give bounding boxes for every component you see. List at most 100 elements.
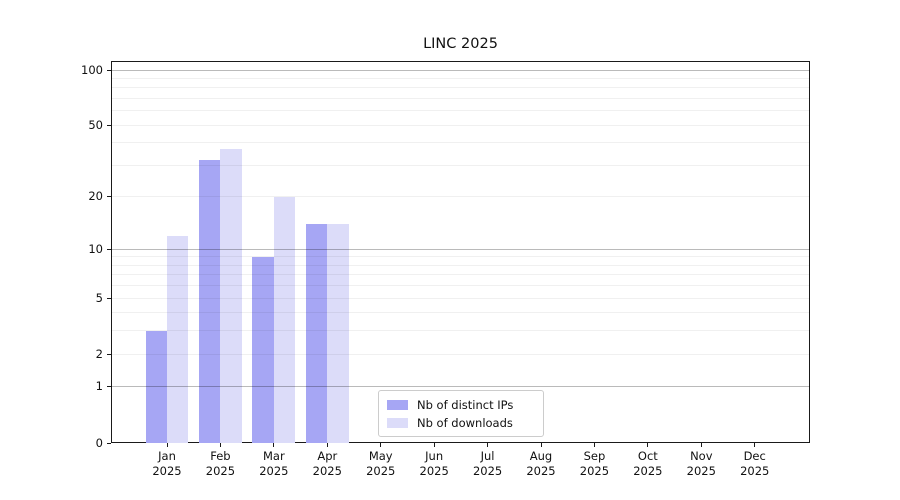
x-tick-year: 2025 <box>686 464 716 478</box>
x-tick-oct <box>647 443 649 447</box>
x-tick-aug <box>540 443 542 447</box>
bar-downloads-apr <box>327 224 349 443</box>
x-tick-label-mar: Mar 2025 <box>244 449 304 479</box>
x-tick-feb <box>219 443 221 447</box>
x-tick-month: Sep <box>583 449 606 463</box>
x-tick-label-apr: Apr 2025 <box>297 449 357 479</box>
plot-area: 0 1 2 5 10 20 50 100 Jan 2025 Feb 2025 Mar 2025 Apr 202… <box>81 61 810 478</box>
y-tick-label-100: 100 <box>81 62 103 77</box>
x-tick-jul <box>487 443 489 447</box>
legend-label-distinct-ips: Nb of distinct IPs <box>417 397 514 412</box>
x-tick-month: Mar <box>263 449 285 463</box>
gridline-minor-5 <box>111 297 810 299</box>
legend-label-downloads: Nb of downloads <box>417 415 513 430</box>
x-tick-year: 2025 <box>740 464 770 478</box>
bar-ips-jan <box>145 330 167 443</box>
gridline-minor-90 <box>111 77 810 79</box>
axis-spine-top <box>111 61 810 62</box>
x-tick-label-jan: Jan 2025 <box>137 449 197 479</box>
axis-spine-right <box>809 61 810 443</box>
x-tick-label-jun: Jun 2025 <box>404 449 464 479</box>
y-tick-label-50: 50 <box>88 117 103 132</box>
y-tick-label-1: 1 <box>95 379 103 394</box>
x-tick-label-sep: Sep 2025 <box>564 449 624 479</box>
x-tick-dec <box>754 443 756 447</box>
bar-layer <box>111 61 810 443</box>
gridline-minor-30 <box>111 165 810 166</box>
gridline-major-100 <box>111 69 810 71</box>
x-tick-jan <box>166 443 168 447</box>
x-tick-year: 2025 <box>152 464 182 478</box>
tick-layer: 0 1 2 5 10 20 50 100 Jan 2025 Feb 2025 Mar 2025 Apr 202… <box>81 61 810 478</box>
bar-ips-apr <box>305 224 328 443</box>
y-tick-label-2: 2 <box>95 346 103 361</box>
x-tick-may <box>380 443 382 447</box>
bar-downloads-jan <box>167 235 189 443</box>
x-tick-month: Oct <box>637 449 658 463</box>
axis-spine-bottom <box>111 442 810 443</box>
y-tick-100 <box>107 69 111 71</box>
x-tick-label-nov: Nov 2025 <box>671 449 731 479</box>
x-tick-month: Jan <box>158 449 176 463</box>
x-tick-year: 2025 <box>366 464 396 478</box>
legend: Nb of distinct IPs Nb of downloads <box>378 390 544 437</box>
gridline-minor-60 <box>111 110 810 112</box>
gridline-minor-2 <box>111 353 810 355</box>
gridline-minor-6 <box>111 285 810 287</box>
gridline-minor-4 <box>111 312 810 314</box>
bar-ips-feb <box>199 160 221 443</box>
x-tick-month: May <box>368 449 393 463</box>
legend-entry-distinct-ips: Nb of distinct IPs <box>387 398 535 412</box>
y-tick-0 <box>107 442 111 444</box>
gridline-major-1 <box>111 386 810 388</box>
x-tick-label-aug: Aug 2025 <box>511 449 571 479</box>
x-tick-apr <box>326 443 328 447</box>
x-tick-label-oct: Oct 2025 <box>618 449 678 479</box>
y-tick-2 <box>107 353 111 355</box>
bar-downloads-mar <box>273 196 296 443</box>
gridline-minor-80 <box>111 87 810 89</box>
x-tick-label-jul: Jul 2025 <box>458 449 518 479</box>
legend-swatch-distinct-ips <box>387 399 408 410</box>
gridline-minor-8 <box>111 264 810 266</box>
y-tick-5 <box>107 297 111 299</box>
gridline-major-10 <box>111 248 810 250</box>
gridline-minor-20 <box>111 196 810 198</box>
y-tick-label-5: 5 <box>95 290 103 305</box>
x-tick-nov <box>700 443 702 447</box>
x-tick-month: Jul <box>480 449 495 463</box>
y-tick-1 <box>107 386 111 388</box>
gridline-minor-40 <box>111 142 810 144</box>
x-tick-month: Aug <box>529 449 553 463</box>
x-tick-year: 2025 <box>419 464 449 478</box>
x-tick-year: 2025 <box>312 464 342 478</box>
gridline-minor-70 <box>111 98 810 100</box>
x-tick-year: 2025 <box>579 464 610 478</box>
gridline-minor-7 <box>111 274 810 276</box>
y-tick-label-0: 0 <box>95 435 103 450</box>
y-tick-label-10: 10 <box>88 241 103 256</box>
gridline-minor-9 <box>111 256 810 258</box>
x-tick-mar <box>273 443 275 447</box>
y-tick-20 <box>107 196 111 198</box>
x-tick-month: Jun <box>425 449 444 463</box>
x-tick-sep <box>593 443 595 447</box>
gridline-minor-3 <box>111 330 810 332</box>
x-tick-year: 2025 <box>205 464 236 478</box>
x-tick-year: 2025 <box>472 464 503 478</box>
x-tick-month: Dec <box>743 449 766 463</box>
bar-ips-mar <box>252 256 274 443</box>
y-tick-label-20: 20 <box>88 189 103 204</box>
gridline-minor-50 <box>111 124 810 126</box>
grid-layer <box>111 61 810 443</box>
x-tick-label-may: May 2025 <box>351 449 411 479</box>
y-tick-50 <box>107 124 111 126</box>
legend-entry-downloads: Nb of downloads <box>387 416 535 430</box>
chart-title: LINC 2025 <box>423 36 498 52</box>
x-tick-month: Feb <box>210 449 231 463</box>
bar-downloads-feb <box>220 149 242 443</box>
x-tick-label-dec: Dec 2025 <box>725 449 785 479</box>
x-tick-month: Nov <box>690 449 713 463</box>
x-tick-month: Apr <box>317 449 338 463</box>
